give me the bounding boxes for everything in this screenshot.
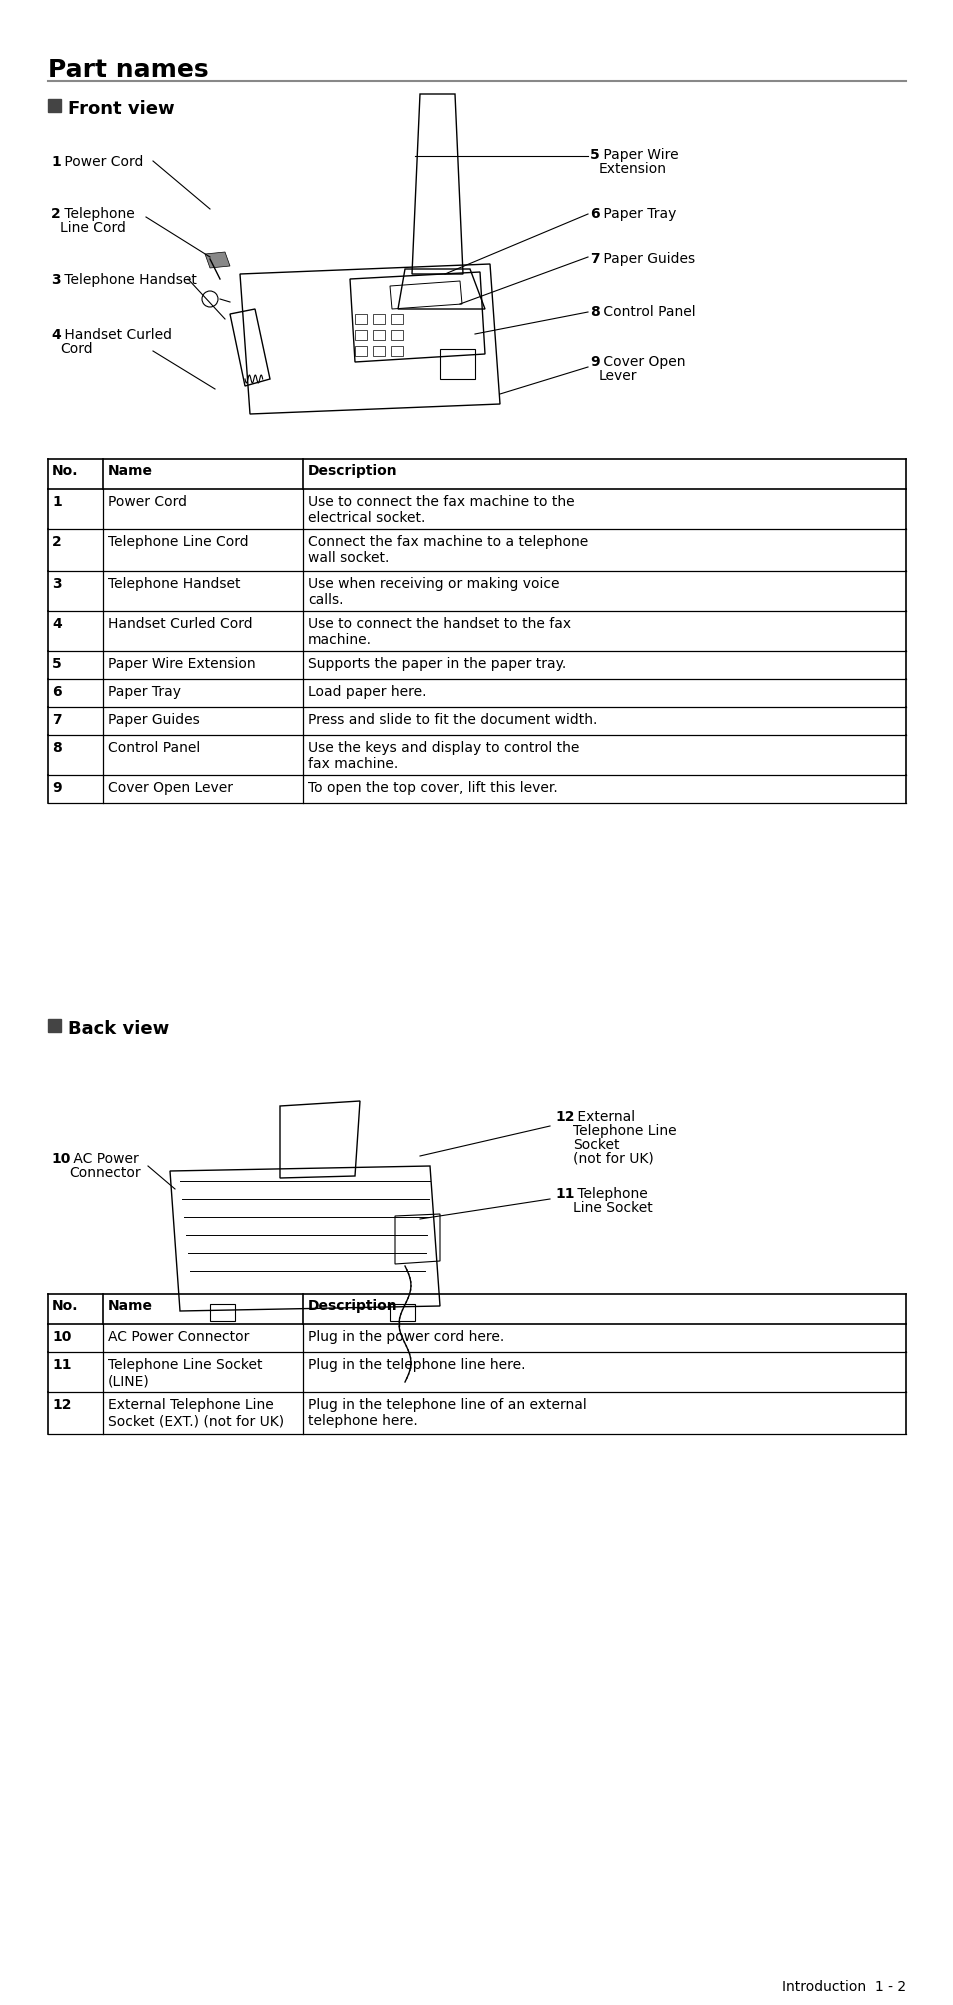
Text: 5: 5 [52,658,62,670]
Text: AC Power: AC Power [69,1151,138,1165]
Text: Part names: Part names [48,58,209,82]
Text: 12: 12 [52,1397,71,1412]
Text: External: External [573,1109,635,1123]
Text: Telephone Line Socket
(LINE): Telephone Line Socket (LINE) [108,1357,262,1387]
Text: 12: 12 [555,1109,574,1123]
Text: Power Cord: Power Cord [108,495,187,509]
Text: Telephone: Telephone [573,1187,647,1201]
Text: Handset Curled Cord: Handset Curled Cord [108,618,253,632]
Text: Supports the paper in the paper tray.: Supports the paper in the paper tray. [308,658,566,670]
Text: 2: 2 [51,207,61,221]
Text: Plug in the power cord here.: Plug in the power cord here. [308,1329,504,1343]
Text: Plug in the telephone line here.: Plug in the telephone line here. [308,1357,525,1371]
Text: To open the top cover, lift this lever.: To open the top cover, lift this lever. [308,780,558,794]
Text: Paper Tray: Paper Tray [598,207,676,221]
Text: 1: 1 [52,495,62,509]
Text: Press and slide to fit the document width.: Press and slide to fit the document widt… [308,712,597,726]
Text: Plug in the telephone line of an external
telephone here.: Plug in the telephone line of an externa… [308,1397,586,1428]
Text: Control Panel: Control Panel [598,305,695,319]
Text: Name: Name [108,463,152,477]
Text: Telephone Line Cord: Telephone Line Cord [108,535,249,549]
Text: Name: Name [108,1299,152,1313]
Text: Connect the fax machine to a telephone
wall socket.: Connect the fax machine to a telephone w… [308,535,588,565]
Text: Line Socket: Line Socket [573,1201,652,1215]
Text: Lever: Lever [598,369,637,383]
Text: Front view: Front view [68,100,174,118]
Text: Line Cord: Line Cord [60,221,126,235]
Text: Telephone Line: Telephone Line [573,1123,676,1137]
Text: 5: 5 [589,148,599,162]
Text: Use to connect the fax machine to the
electrical socket.: Use to connect the fax machine to the el… [308,495,574,525]
Text: 3: 3 [51,273,61,287]
Text: Load paper here.: Load paper here. [308,684,426,698]
Text: 8: 8 [52,740,62,754]
Text: AC Power Connector: AC Power Connector [108,1329,249,1343]
Text: 7: 7 [52,712,62,726]
Text: 9: 9 [589,355,599,369]
Bar [48,1019,61,1033]
Text: Telephone: Telephone [60,207,134,221]
Text: 7: 7 [589,253,599,267]
Text: 4: 4 [52,618,62,632]
Text: 4: 4 [51,329,61,341]
Text: Back view: Back view [68,1019,169,1037]
Text: Paper Wire Extension: Paper Wire Extension [108,658,255,670]
Text: 11: 11 [555,1187,574,1201]
Text: Use when receiving or making voice
calls.: Use when receiving or making voice calls… [308,577,558,608]
Text: Cord: Cord [60,341,92,355]
Bar [48,100,61,112]
Text: Telephone Handset: Telephone Handset [108,577,240,591]
Text: 3: 3 [52,577,62,591]
Text: 10: 10 [52,1329,71,1343]
Text: 8: 8 [589,305,599,319]
Text: 11: 11 [52,1357,71,1371]
Text: Control Panel: Control Panel [108,740,200,754]
Text: (not for UK): (not for UK) [573,1151,653,1165]
Text: Cover Open: Cover Open [598,355,685,369]
Text: Socket: Socket [573,1137,618,1151]
Text: 6: 6 [589,207,599,221]
Text: External Telephone Line
Socket (EXT.) (not for UK): External Telephone Line Socket (EXT.) (n… [108,1397,284,1428]
Text: No.: No. [52,463,78,477]
Text: 9: 9 [52,780,62,794]
Text: Power Cord: Power Cord [60,154,143,168]
Text: 2: 2 [52,535,62,549]
Text: Paper Guides: Paper Guides [108,712,199,726]
Text: Telephone Handset: Telephone Handset [60,273,196,287]
Text: Use the keys and display to control the
fax machine.: Use the keys and display to control the … [308,740,578,770]
Text: 6: 6 [52,684,62,698]
Text: 10: 10 [51,1151,71,1165]
Text: Handset Curled: Handset Curled [60,329,172,341]
Text: 1: 1 [51,154,61,168]
Text: Paper Guides: Paper Guides [598,253,695,267]
Text: Description: Description [308,463,397,477]
Text: Introduction  1 - 2: Introduction 1 - 2 [781,1979,905,1993]
Text: Paper Wire: Paper Wire [598,148,678,162]
Text: Description: Description [308,1299,397,1313]
Text: No.: No. [52,1299,78,1313]
Text: Connector: Connector [69,1165,140,1179]
Text: Cover Open Lever: Cover Open Lever [108,780,233,794]
Text: Paper Tray: Paper Tray [108,684,181,698]
Text: Extension: Extension [598,162,666,176]
Polygon shape [205,253,230,269]
Text: Use to connect the handset to the fax
machine.: Use to connect the handset to the fax ma… [308,618,571,648]
